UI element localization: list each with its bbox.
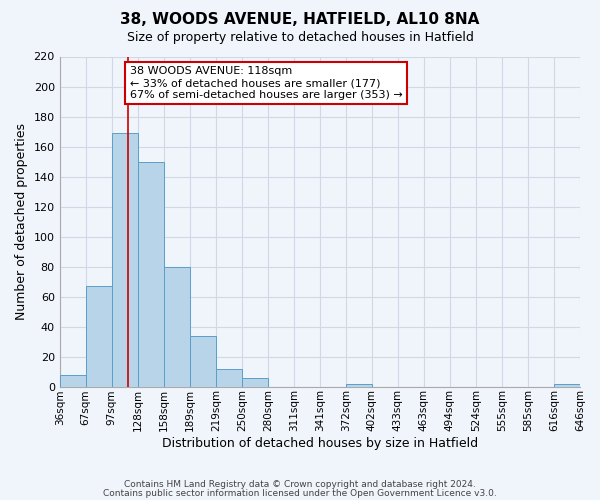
Bar	[242, 378, 268, 386]
Bar	[59, 374, 86, 386]
Bar	[346, 384, 372, 386]
Text: Contains public sector information licensed under the Open Government Licence v3: Contains public sector information licen…	[103, 489, 497, 498]
Bar	[138, 162, 164, 386]
Text: Contains HM Land Registry data © Crown copyright and database right 2024.: Contains HM Land Registry data © Crown c…	[124, 480, 476, 489]
Bar	[190, 336, 216, 386]
Text: 38 WOODS AVENUE: 118sqm
← 33% of detached houses are smaller (177)
67% of semi-d: 38 WOODS AVENUE: 118sqm ← 33% of detache…	[130, 66, 403, 100]
X-axis label: Distribution of detached houses by size in Hatfield: Distribution of detached houses by size …	[162, 437, 478, 450]
Bar	[216, 368, 242, 386]
Bar	[164, 266, 190, 386]
Y-axis label: Number of detached properties: Number of detached properties	[15, 123, 28, 320]
Text: 38, WOODS AVENUE, HATFIELD, AL10 8NA: 38, WOODS AVENUE, HATFIELD, AL10 8NA	[121, 12, 479, 28]
Bar	[86, 286, 112, 386]
Bar	[112, 133, 138, 386]
Text: Size of property relative to detached houses in Hatfield: Size of property relative to detached ho…	[127, 31, 473, 44]
Bar	[554, 384, 580, 386]
